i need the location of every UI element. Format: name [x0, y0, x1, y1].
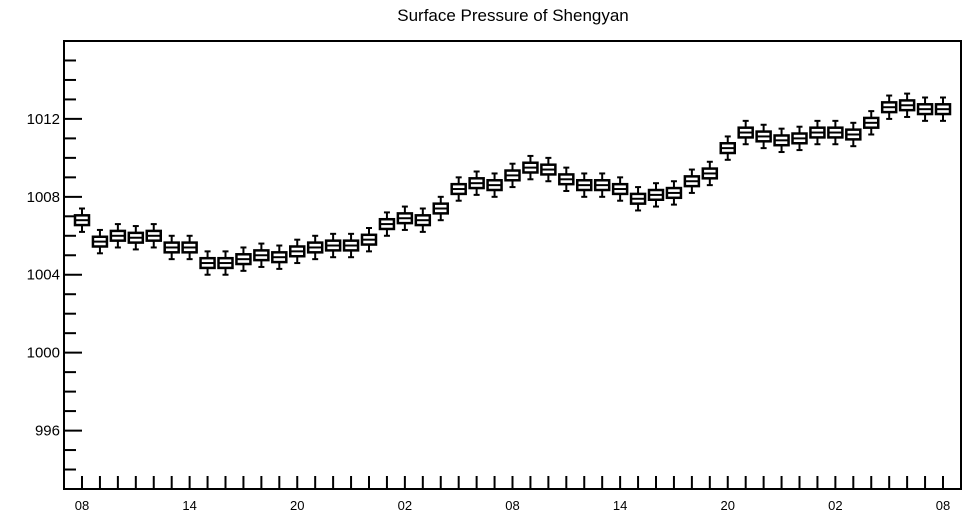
box-item — [880, 94, 898, 120]
box-item — [217, 250, 234, 276]
box-item — [791, 125, 808, 152]
box-item — [504, 162, 521, 189]
box-item — [199, 250, 216, 276]
box-item — [360, 226, 378, 253]
box-item — [701, 160, 719, 187]
box-item — [898, 92, 916, 118]
chart-title: Surface Pressure of Shengyan — [397, 6, 629, 25]
box-item — [127, 225, 145, 251]
box-item — [683, 168, 701, 194]
box-item — [306, 234, 324, 261]
box-item — [629, 186, 647, 212]
x-axis: 08 14 20 02 08 14 20 02 08 — [75, 476, 950, 513]
x-tick-label: 14 — [613, 498, 627, 513]
box-item — [665, 180, 683, 206]
box-item — [809, 119, 826, 146]
box-item — [845, 121, 862, 148]
x-tick-label: 08 — [505, 498, 519, 513]
box-item — [773, 127, 790, 154]
box-item — [289, 238, 306, 265]
x-tick-label: 08 — [936, 498, 950, 513]
x-tick-label: 02 — [398, 498, 412, 513]
box-item — [378, 211, 396, 237]
box-item — [235, 246, 252, 272]
box-item — [181, 234, 198, 261]
x-tick-label: 14 — [182, 498, 196, 513]
box-item — [468, 170, 485, 196]
box-item — [73, 207, 91, 233]
box-item — [755, 123, 772, 150]
y-tick-label: 1000 — [27, 345, 60, 362]
box-item — [414, 207, 432, 233]
box-item — [486, 172, 503, 198]
y-tick-label: 1008 — [27, 189, 60, 206]
box-item — [558, 166, 575, 192]
box-item — [342, 232, 360, 259]
box-item — [450, 176, 467, 202]
box-item — [109, 223, 127, 249]
x-tick-label: 20 — [290, 498, 304, 513]
box-item — [827, 119, 844, 146]
x-tick-label: 02 — [828, 498, 842, 513]
plot-frame — [63, 40, 962, 490]
box-item — [432, 195, 449, 222]
box-item — [863, 110, 880, 136]
box-item — [145, 223, 162, 249]
box-item — [737, 119, 754, 146]
y-tick-label: 1012 — [27, 111, 60, 128]
box-item — [647, 182, 665, 208]
box-item — [163, 234, 180, 261]
box-series — [73, 92, 952, 276]
box-item — [271, 244, 288, 270]
box-item — [396, 205, 414, 231]
box-item — [91, 228, 109, 255]
y-tick-label: 1004 — [27, 267, 60, 284]
x-tick-label: 20 — [721, 498, 735, 513]
box-item — [253, 242, 270, 268]
box-item — [611, 176, 629, 202]
box-item — [916, 96, 934, 122]
box-item — [324, 232, 342, 259]
box-item — [540, 156, 557, 183]
box-item — [593, 172, 611, 198]
y-axis: 996 1000 1004 1008 1012 — [27, 40, 82, 490]
box-item — [522, 154, 539, 181]
box-item — [934, 96, 952, 122]
box-item — [576, 172, 593, 198]
box-item — [719, 135, 736, 161]
y-tick-label: 996 — [35, 423, 60, 440]
x-tick-label: 08 — [75, 498, 89, 513]
